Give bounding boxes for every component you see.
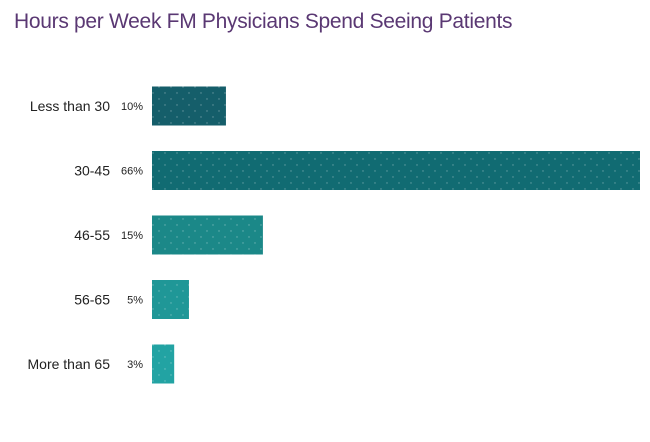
bar-texture-1 [152, 151, 640, 190]
category-label: Less than 30 [30, 98, 110, 114]
bar-texture-0 [152, 86, 226, 126]
value-label: 3% [127, 359, 143, 371]
category-label: 46-55 [74, 227, 110, 243]
bars-layer: Less than 30 10% 30-45 66% 46-55 15% 56-65 5% Mo… [28, 86, 640, 384]
value-label: 10% [121, 101, 143, 113]
value-label: 5% [127, 295, 143, 307]
bar-texture-3 [152, 280, 189, 319]
category-label: More than 65 [28, 356, 111, 372]
bar-texture-2 [152, 215, 263, 255]
bar-texture-4 [152, 344, 175, 384]
value-label: 66% [121, 166, 143, 178]
category-label: 30-45 [74, 163, 110, 179]
chart-title: Hours per Week FM Physicians Spend Seein… [14, 10, 513, 33]
value-label: 15% [121, 230, 143, 242]
category-label: 56-65 [74, 292, 110, 308]
